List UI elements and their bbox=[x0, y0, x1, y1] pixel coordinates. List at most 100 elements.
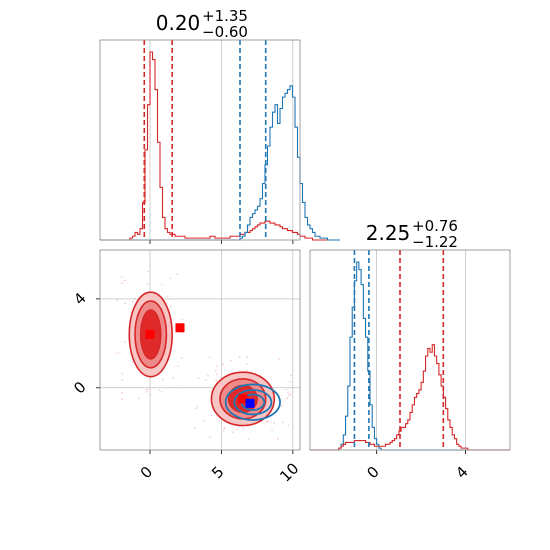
x-tick-label: 0 bbox=[363, 463, 382, 482]
joint-panel: 0 5 10 0 4 bbox=[70, 249, 302, 486]
sample-point bbox=[195, 407, 198, 410]
sample-point bbox=[286, 397, 288, 400]
marker-0 bbox=[145, 329, 155, 339]
param2-title: 2.25 bbox=[366, 221, 411, 245]
sample-point bbox=[215, 379, 218, 382]
sample-point bbox=[245, 363, 248, 366]
sample-point bbox=[280, 405, 283, 407]
sample-point bbox=[176, 273, 179, 275]
param1-title-lower: −0.60 bbox=[202, 23, 248, 41]
sample-point bbox=[124, 302, 127, 305]
sample-point bbox=[289, 380, 291, 383]
sample-point bbox=[207, 374, 209, 377]
sample-point bbox=[245, 369, 248, 372]
sample-point bbox=[223, 427, 226, 429]
sample-point bbox=[120, 275, 123, 278]
sample-point bbox=[119, 351, 121, 354]
sample-point bbox=[146, 270, 149, 273]
sample-point bbox=[121, 398, 123, 401]
sample-point bbox=[172, 376, 175, 379]
histogram-series-0 bbox=[100, 51, 340, 241]
histogram-series-1 bbox=[100, 85, 340, 241]
sample-point bbox=[123, 279, 126, 282]
sample-point bbox=[289, 393, 292, 396]
marker-1 bbox=[175, 323, 185, 333]
param2-title-value: 2.25 bbox=[366, 221, 411, 245]
sample-point bbox=[146, 283, 149, 286]
sample-point bbox=[120, 282, 123, 285]
param1-title-value: 0.20 bbox=[156, 11, 201, 35]
sample-point bbox=[209, 436, 212, 439]
x-tick-label: 10 bbox=[276, 459, 302, 485]
sample-point bbox=[169, 277, 172, 280]
sample-point bbox=[210, 414, 213, 417]
sample-point bbox=[222, 429, 225, 432]
sample-point bbox=[161, 378, 164, 381]
sample-point bbox=[160, 390, 163, 393]
sample-point bbox=[116, 352, 118, 355]
sample-point bbox=[215, 365, 218, 368]
sample-point bbox=[131, 301, 134, 303]
sample-point bbox=[131, 361, 134, 363]
sample-point bbox=[216, 373, 219, 376]
sample-point bbox=[160, 283, 163, 286]
sample-point bbox=[281, 421, 284, 424]
param2-title-lower: −1.22 bbox=[412, 233, 458, 251]
sample-point bbox=[222, 363, 225, 365]
sample-point bbox=[290, 374, 292, 377]
param1-title: 0.20 bbox=[156, 11, 201, 35]
param1-marginal-panel bbox=[99, 39, 340, 244]
sample-point bbox=[169, 305, 172, 308]
sample-point bbox=[194, 427, 196, 430]
marker-3 bbox=[245, 398, 255, 408]
sample-point bbox=[158, 389, 161, 392]
sample-point bbox=[181, 357, 183, 359]
sample-point bbox=[214, 369, 217, 372]
sample-point bbox=[277, 438, 280, 440]
panel-frame bbox=[309, 249, 511, 451]
sample-point bbox=[177, 386, 180, 389]
y-tick-label: 0 bbox=[70, 378, 89, 397]
sample-point bbox=[176, 365, 179, 368]
sample-point bbox=[138, 397, 140, 400]
contour-2-level-1 bbox=[233, 389, 273, 416]
histogram-series-0 bbox=[310, 261, 510, 451]
sample-point bbox=[167, 295, 169, 298]
sample-point bbox=[145, 390, 148, 393]
sample-point bbox=[287, 424, 290, 427]
sample-point bbox=[123, 341, 126, 343]
sample-point bbox=[203, 419, 206, 422]
contour-2-level-2 bbox=[224, 383, 281, 421]
x-tick-label: 5 bbox=[208, 463, 227, 482]
param1-title-upper: +1.35 bbox=[202, 7, 248, 25]
sample-point bbox=[230, 359, 232, 362]
sample-point bbox=[242, 427, 245, 430]
sample-point bbox=[121, 372, 124, 375]
sample-point bbox=[235, 428, 238, 431]
x-tick-label: 4 bbox=[452, 463, 471, 482]
sample-point bbox=[146, 388, 149, 391]
panel-frame bbox=[99, 39, 301, 241]
sample-point bbox=[181, 318, 184, 321]
sample-point bbox=[205, 378, 207, 381]
sample-point bbox=[208, 356, 211, 359]
sample-point bbox=[196, 405, 199, 408]
sample-point bbox=[265, 420, 268, 423]
sample-point bbox=[246, 356, 249, 358]
sample-point bbox=[277, 358, 280, 360]
sample-point bbox=[247, 438, 250, 441]
panel-frame bbox=[99, 249, 301, 451]
marker-2 bbox=[238, 394, 248, 404]
param2-title-upper: +0.76 bbox=[412, 217, 458, 235]
sample-point bbox=[116, 298, 118, 301]
x-tick-label: 0 bbox=[137, 463, 156, 482]
sample-point bbox=[197, 377, 200, 380]
sample-point bbox=[238, 356, 241, 358]
sample-point bbox=[121, 379, 124, 381]
sample-point bbox=[149, 394, 152, 396]
sample-point bbox=[273, 422, 275, 425]
sample-point bbox=[288, 394, 291, 397]
sample-point bbox=[285, 388, 287, 391]
